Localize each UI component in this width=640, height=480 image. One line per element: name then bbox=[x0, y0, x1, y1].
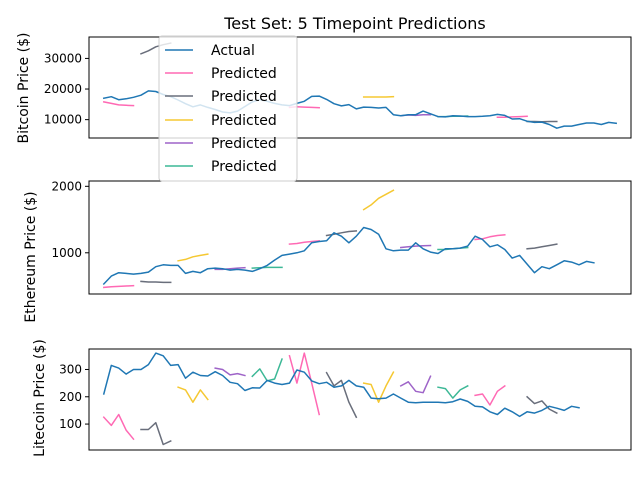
ethereum-predicted-series-8 bbox=[362, 189, 395, 211]
litecoin-predicted-series-1 bbox=[102, 413, 135, 441]
legend-label-predicted-5: Predicted bbox=[211, 159, 277, 175]
ethereum-predicted-series-2 bbox=[140, 280, 172, 284]
ethereum-y-axis-label: Ethereum Price ($) bbox=[23, 191, 39, 322]
ethereum-predicted-series-4 bbox=[214, 266, 246, 271]
bitcoin-predicted-series-1 bbox=[102, 101, 135, 107]
legend-entry: Predicted bbox=[165, 89, 277, 105]
ethereum-predicted-series-5 bbox=[251, 266, 283, 269]
litecoin-predicted-series-6 bbox=[288, 352, 321, 416]
legend-label-predicted-1: Predicted bbox=[211, 66, 277, 82]
bitcoin-panel: Bitcoin Price ($) 10000 20000 30000 bbox=[16, 33, 632, 144]
bitcoin-y-tick-label: 20000 bbox=[44, 82, 82, 96]
ethereum-predicted-series-9 bbox=[399, 244, 432, 249]
litecoin-plot-frame bbox=[88, 348, 632, 451]
legend-entry: Predicted bbox=[165, 159, 277, 175]
ethereum-predicted-series-6 bbox=[288, 239, 321, 245]
litecoin-predicted-series-2 bbox=[140, 421, 172, 446]
litecoin-predicted-series-7 bbox=[325, 371, 358, 419]
litecoin-predicted-series-12 bbox=[526, 395, 558, 415]
legend-entry: Predicted bbox=[165, 66, 277, 82]
litecoin-predicted-series-3 bbox=[177, 386, 209, 403]
legend: Actual Predicted Predicted Predicted Pre… bbox=[158, 35, 298, 182]
bitcoin-y-axis-label: Bitcoin Price ($) bbox=[16, 33, 32, 144]
litecoin-predicted-series-10 bbox=[437, 384, 469, 399]
litecoin-actual-series bbox=[102, 352, 580, 418]
ethereum-panel: Ethereum Price ($) 1000 2000 bbox=[23, 179, 632, 323]
ethereum-y-tick-label: 2000 bbox=[51, 179, 82, 193]
litecoin-y-tick-label: 100 bbox=[59, 417, 82, 431]
legend-entry: Predicted bbox=[165, 136, 277, 152]
litecoin-y-tick-label: 300 bbox=[59, 362, 82, 376]
legend-label-predicted-2: Predicted bbox=[211, 89, 277, 105]
litecoin-panel: Litecoin Price ($) 100 200 300 bbox=[32, 339, 632, 457]
ethereum-predicted-series-3 bbox=[177, 253, 209, 262]
chart-title: Test Set: 5 Timepoint Predictions bbox=[223, 14, 485, 33]
legend-entry: Actual bbox=[165, 43, 255, 59]
litecoin-predicted-series-4 bbox=[214, 367, 246, 377]
legend-box bbox=[158, 35, 298, 182]
ethereum-actual-series bbox=[102, 226, 595, 286]
ethereum-plot-frame bbox=[88, 180, 632, 295]
litecoin-predicted-series-8 bbox=[362, 371, 395, 403]
ethereum-predicted-series-7 bbox=[325, 230, 358, 237]
litecoin-y-tick-label: 200 bbox=[59, 390, 82, 404]
bitcoin-y-tick-label: 10000 bbox=[44, 113, 82, 127]
litecoin-y-axis-label: Litecoin Price ($) bbox=[32, 339, 48, 457]
bitcoin-y-tick-label: 30000 bbox=[44, 51, 82, 65]
litecoin-predicted-series-9 bbox=[399, 375, 432, 394]
bitcoin-predicted-series-7 bbox=[496, 115, 528, 118]
litecoin-predicted-series-11 bbox=[474, 384, 506, 406]
legend-label-predicted-4: Predicted bbox=[211, 136, 277, 152]
litecoin-predicted-series-5 bbox=[251, 358, 283, 382]
ethereum-predicted-series-1 bbox=[102, 284, 135, 289]
legend-label-predicted-3: Predicted bbox=[211, 113, 277, 129]
legend-entry: Predicted bbox=[165, 113, 277, 129]
ethereum-y-tick-label: 1000 bbox=[51, 246, 82, 260]
legend-label-actual: Actual bbox=[211, 43, 255, 59]
bitcoin-plot-frame bbox=[88, 36, 632, 139]
ethereum-predicted-series-12 bbox=[526, 243, 558, 250]
